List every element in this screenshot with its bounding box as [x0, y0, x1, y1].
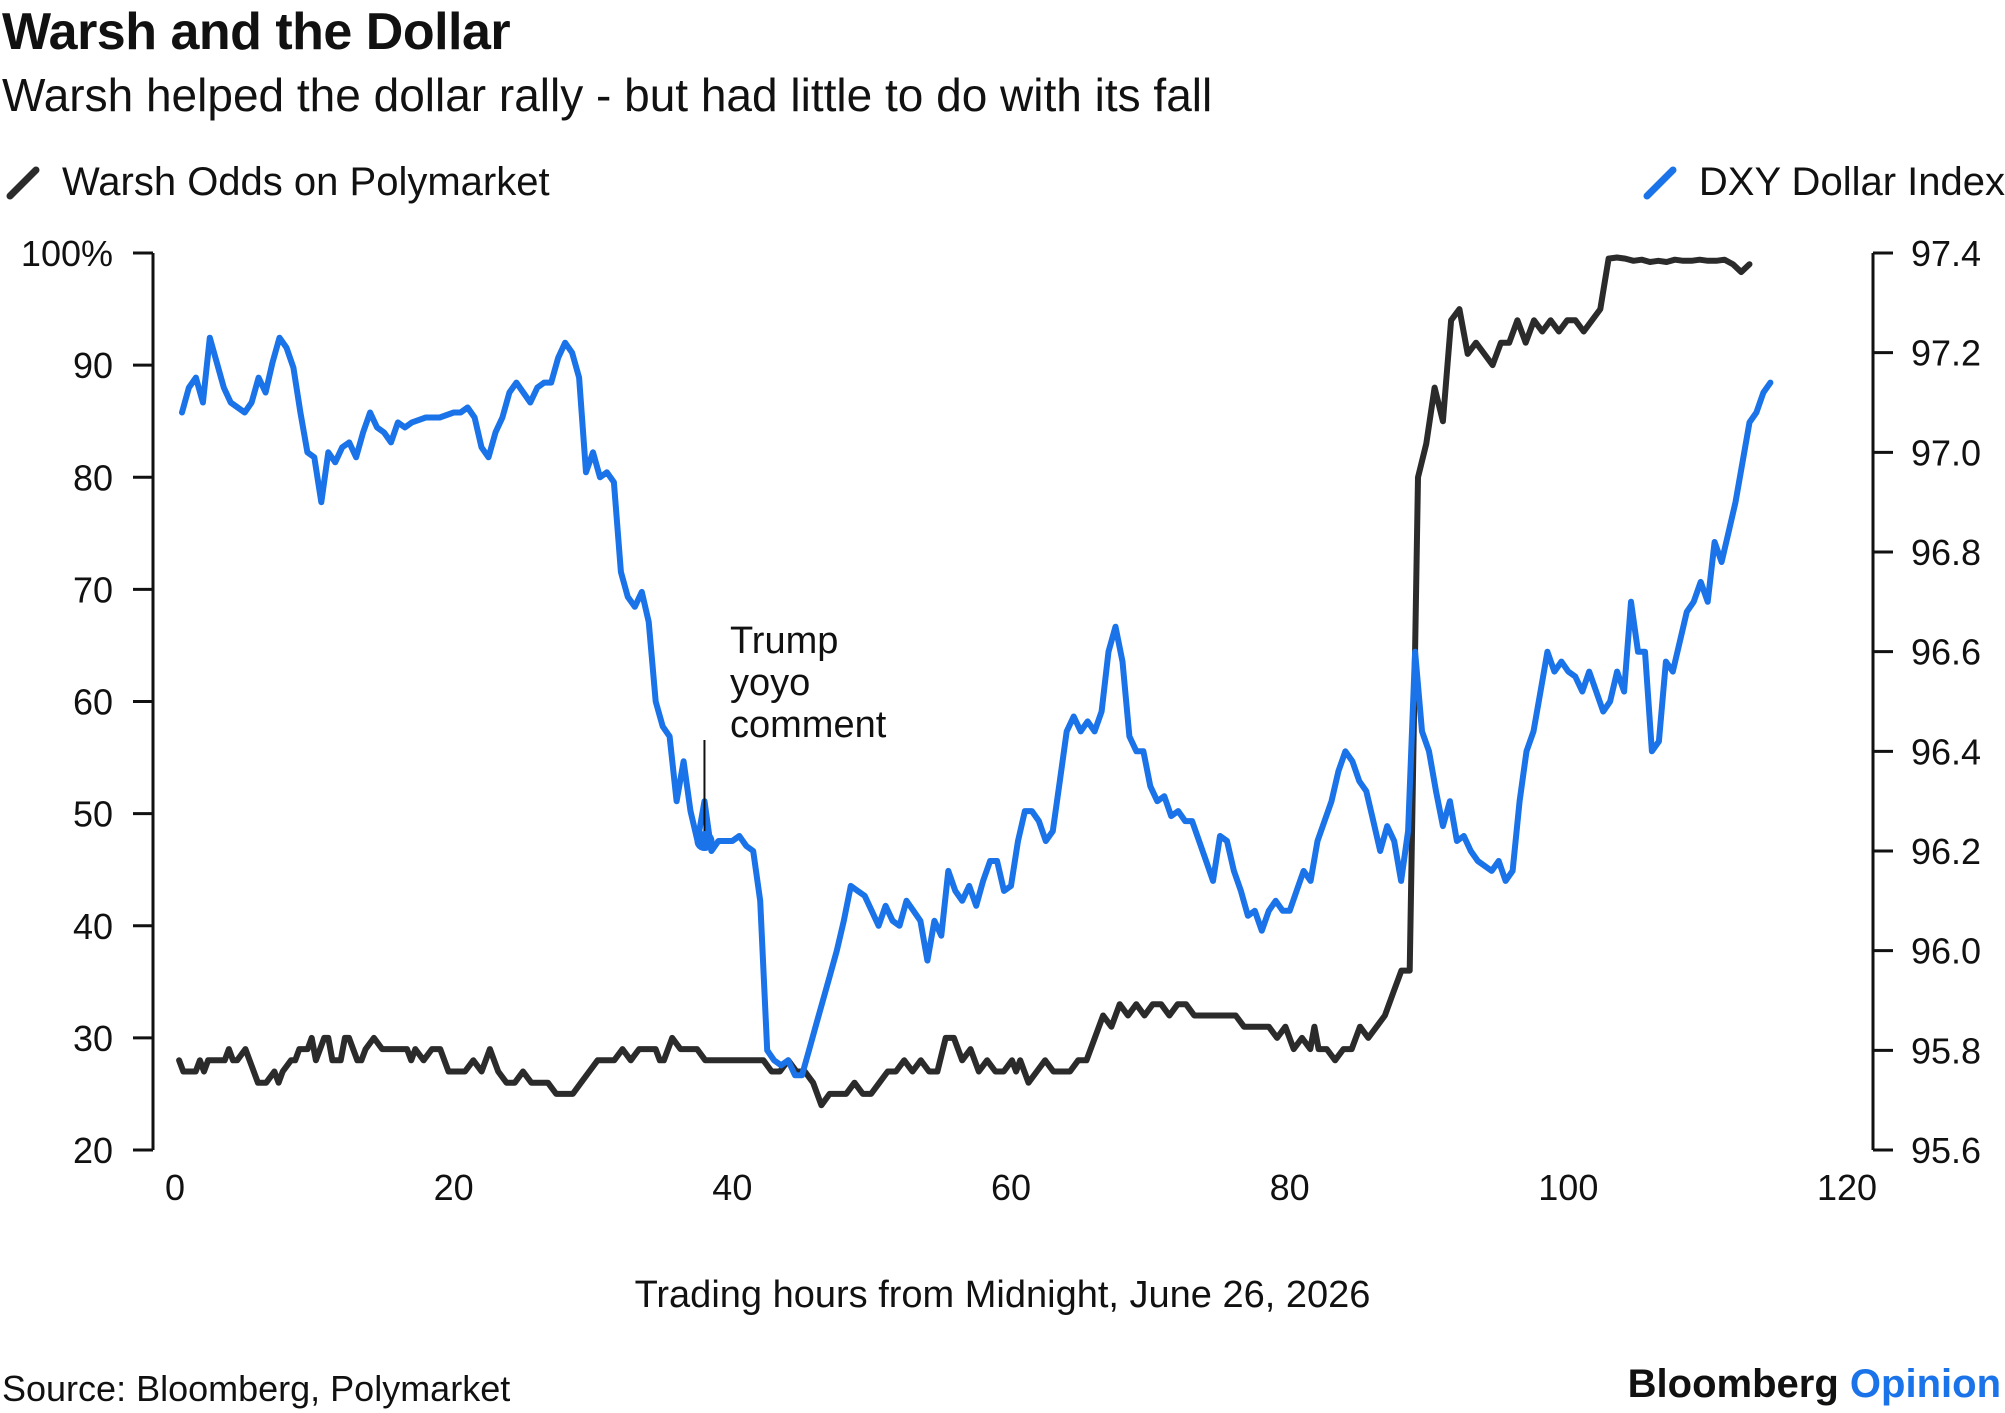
- x-tick-label: 60: [991, 1167, 1031, 1208]
- brand-logo: Bloomberg Opinion: [1628, 1362, 2001, 1407]
- x-axis-title: Trading hours from Midnight, June 26, 20…: [634, 1274, 1371, 1316]
- annotation-text: comment: [730, 704, 887, 746]
- line-swatch-icon: [6, 166, 40, 199]
- legend-warsh-odds: Warsh Odds on Polymarket: [6, 160, 550, 205]
- legend-label-warsh-odds: Warsh Odds on Polymarket: [62, 160, 550, 204]
- x-tick-label: 40: [712, 1167, 752, 1208]
- left-y-tick-label: 30: [73, 1018, 113, 1059]
- left-y-tick-label: 40: [73, 906, 113, 947]
- left-y-tick-label: 70: [73, 569, 113, 610]
- legend-label-dxy: DXY Dollar Index: [1698, 160, 2005, 204]
- chart-subtitle: Warsh helped the dollar rally - but had …: [2, 69, 1213, 121]
- source-note: Source: Bloomberg, Polymarket: [2, 1368, 511, 1409]
- series-line-warsh-odds: [176, 254, 1753, 1109]
- right-y-tick-label: 95.6: [1911, 1130, 1981, 1171]
- x-tick-label: 100: [1538, 1167, 1598, 1208]
- left-y-tick-label: 100%: [21, 233, 113, 274]
- right-y-tick-label: 97.2: [1911, 333, 1981, 374]
- annotation-marker: [694, 831, 715, 852]
- left-y-tick-label: 60: [73, 682, 113, 723]
- right-y-tick-label: 96.2: [1911, 831, 1981, 872]
- x-tick-label: 0: [165, 1167, 185, 1208]
- left-y-tick-label: 90: [73, 345, 113, 386]
- right-y-tick-label: 96.4: [1911, 731, 1981, 772]
- right-y-tick-label: 97.4: [1911, 233, 1981, 274]
- legend-dxy: DXY Dollar Index: [1643, 160, 2005, 205]
- right-y-tick-label: 97.0: [1911, 432, 1981, 473]
- right-y-tick-label: 96.8: [1911, 532, 1981, 573]
- x-tick-label: 20: [434, 1167, 474, 1208]
- brand-main: Bloomberg: [1627, 1362, 1839, 1406]
- left-y-tick-label: 80: [73, 457, 113, 498]
- line-chart: 100% 90 80 70 60 50 40 30 20 97.4 97.2 97.0 96.8 96.6…: [21, 233, 1981, 1208]
- right-y-tick-label: 96.6: [1911, 632, 1981, 673]
- annotation-text: Trump: [730, 620, 838, 662]
- brand-accent: Opinion: [1849, 1362, 2001, 1406]
- left-y-tick-label: 20: [73, 1130, 113, 1171]
- x-tick-label: 80: [1270, 1167, 1310, 1208]
- x-tick-label: 120: [1817, 1167, 1877, 1208]
- right-y-tick-label: 95.8: [1911, 1030, 1981, 1071]
- chart-title: Warsh and the Dollar: [2, 3, 511, 61]
- annotation-text: yoyo: [730, 662, 810, 704]
- line-swatch-icon: [1643, 166, 1677, 199]
- right-y-tick-label: 96.0: [1911, 931, 1981, 972]
- series-line-dxy: [179, 334, 1774, 1079]
- left-y-tick-label: 50: [73, 794, 113, 835]
